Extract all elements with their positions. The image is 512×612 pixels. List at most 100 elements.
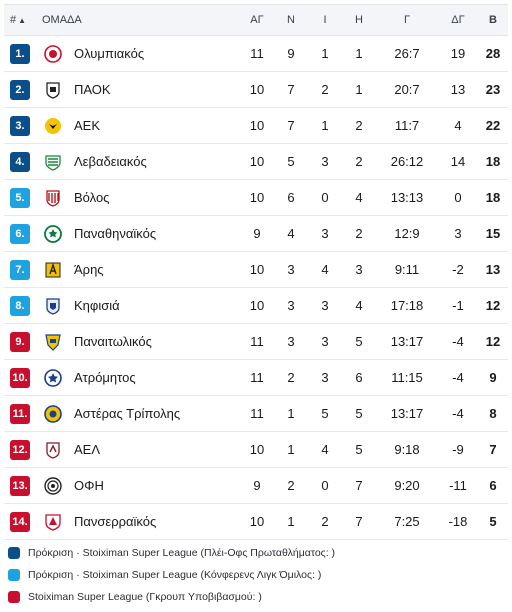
team-name[interactable]: Πανσερραϊκός (74, 514, 157, 529)
won-cell: 4 (287, 226, 295, 241)
goals-cell: 26:7 (394, 46, 420, 61)
lost-cell: 6 (355, 370, 363, 385)
position-cell: 10. (4, 367, 38, 388)
position-badge: 6. (10, 223, 30, 244)
kifisia-logo (44, 297, 62, 315)
goals-header[interactable]: Γ (403, 14, 411, 26)
position-badge: 12. (10, 439, 30, 460)
sort-icon[interactable]: ▲ (18, 15, 27, 25)
played-header[interactable]: ΑΓ (250, 14, 264, 26)
team-logo-cell (38, 441, 68, 459)
team-logo-cell (38, 189, 68, 207)
points-cell: 22 (485, 118, 501, 133)
position-badge: 5. (10, 187, 30, 208)
goal-diff-cell: -11 (449, 478, 467, 493)
position-cell: 9. (4, 331, 38, 352)
goals-cell: 13:13 (390, 190, 424, 205)
team-logo-cell (38, 297, 68, 315)
goal-diff-cell: 0 (454, 190, 462, 205)
levadiakos-logo (44, 153, 62, 171)
won-cell: 2 (287, 478, 295, 493)
table-row[interactable]: 1. Ολυμπιακός 11 9 1 1 26:7 19 28 (4, 36, 508, 72)
played-cell: 11 (250, 46, 264, 61)
points-cell: 8 (489, 406, 497, 421)
position-badge: 1. (10, 43, 30, 64)
position-badge: 13. (10, 475, 30, 496)
legend-text: Πρόκριση · Stoiximan Super League (Κόνφε… (28, 569, 322, 581)
legend: Πρόκριση · Stoiximan Super League (Πλέι-… (8, 542, 508, 608)
table-row[interactable]: 9. Παναιτωλικός 11 3 3 5 13:17 -4 12 (4, 324, 508, 360)
drawn-cell: 3 (321, 226, 329, 241)
goal-diff-header[interactable]: ΔΓ (451, 14, 465, 26)
drawn-cell: 3 (321, 154, 329, 169)
position-cell: 1. (4, 43, 38, 64)
team-logo-cell (38, 261, 68, 279)
table-row[interactable]: 13. ΟΦΗ 9 2 0 7 9:20 -11 6 (4, 468, 508, 504)
position-cell: 14. (4, 511, 38, 532)
team-name[interactable]: Παναιτωλικός (74, 334, 152, 349)
table-row[interactable]: 7. Άρης 10 3 4 3 9:11 -2 13 (4, 252, 508, 288)
team-name[interactable]: ΠΑΟΚ (74, 82, 111, 97)
played-cell: 9 (253, 226, 261, 241)
table-row[interactable]: 2. ΠΑΟΚ 10 7 2 1 20:7 13 23 (4, 72, 508, 108)
position-header[interactable]: # ▲ (4, 14, 38, 26)
team-logo-cell (38, 476, 68, 495)
table-row[interactable]: 4. Λεβαδειακός 10 5 3 2 26:12 14 18 (4, 144, 508, 180)
goals-cell: 13:17 (390, 406, 424, 421)
won-cell: 9 (287, 46, 295, 61)
played-cell: 10 (249, 190, 265, 205)
won-header[interactable]: Ν (287, 14, 295, 26)
position-cell: 8. (4, 295, 38, 316)
paok-logo (44, 81, 62, 99)
team-name[interactable]: Άρης (74, 262, 104, 277)
table-row[interactable]: 6. Παναθηναϊκός 9 4 3 2 12:9 3 15 (4, 216, 508, 252)
won-cell: 2 (287, 370, 295, 385)
team-name[interactable]: Κηφισιά (74, 298, 120, 313)
position-cell: 11. (4, 403, 38, 424)
table-row[interactable]: 5. Βόλος 10 6 0 4 13:13 0 18 (4, 180, 508, 216)
lost-cell: 2 (355, 226, 363, 241)
table-header: # ▲ ΟΜΑΔΑ ΑΓ Ν Ι Η Γ ΔΓ Β (4, 4, 508, 36)
table-row[interactable]: 12. ΑΕΛ 10 1 4 5 9:18 -9 7 (4, 432, 508, 468)
team-header[interactable]: ΟΜΑΔΑ (42, 14, 82, 26)
goal-diff-cell: 4 (454, 118, 462, 133)
panetolikos-logo (44, 333, 62, 351)
position-badge: 14. (10, 511, 30, 532)
table-row[interactable]: 11. Αστέρας Τρίπολης 11 1 5 5 13:17 -4 8 (4, 396, 508, 432)
ael-logo (44, 441, 62, 459)
table-row[interactable]: 14. Πανσερραϊκός 10 1 2 7 7:25 -18 5 (4, 504, 508, 540)
team-name[interactable]: Ατρόμητος (74, 370, 136, 385)
team-name[interactable]: ΑΕΚ (74, 118, 101, 133)
team-name[interactable]: ΑΕΛ (74, 442, 101, 457)
team-name[interactable]: ΟΦΗ (74, 478, 104, 493)
legend-text: Stoiximan Super League (Γκρουπ Υποβιβασμ… (28, 591, 262, 603)
team-name[interactable]: Λεβαδειακός (74, 154, 147, 169)
position-cell: 13. (4, 475, 38, 496)
aek-logo (44, 117, 62, 135)
lost-header[interactable]: Η (355, 14, 363, 26)
team-logo-cell (38, 81, 68, 99)
position-badge: 7. (10, 259, 30, 280)
team-logo-cell (38, 117, 68, 135)
table-row[interactable]: 8. Κηφισιά 10 3 3 4 17:18 -1 12 (4, 288, 508, 324)
points-cell: 15 (485, 226, 501, 241)
points-cell: 9 (489, 370, 497, 385)
drawn-header[interactable]: Ι (323, 14, 327, 26)
team-name[interactable]: Παναθηναϊκός (74, 226, 157, 241)
legend-color-swatch (8, 547, 20, 559)
points-header[interactable]: Β (489, 14, 497, 26)
team-name[interactable]: Βόλος (74, 190, 110, 205)
table-row[interactable]: 10. Ατρόμητος 11 2 3 6 11:15 -4 9 (4, 360, 508, 396)
goal-diff-cell: 13 (450, 82, 466, 97)
won-cell: 1 (287, 442, 295, 457)
legend-item: Πρόκριση · Stoiximan Super League (Πλέι-… (8, 542, 508, 564)
position-header-label: # (10, 14, 17, 26)
table-row[interactable]: 3. ΑΕΚ 10 7 1 2 11:7 4 22 (4, 108, 508, 144)
position-cell: 5. (4, 187, 38, 208)
goals-cell: 11:15 (391, 370, 423, 385)
team-name[interactable]: Ολυμπιακός (74, 46, 145, 61)
goal-diff-cell: -2 (452, 262, 464, 277)
team-logo-cell (38, 368, 68, 387)
team-name[interactable]: Αστέρας Τρίπολης (74, 406, 181, 421)
goals-cell: 9:20 (394, 478, 420, 493)
